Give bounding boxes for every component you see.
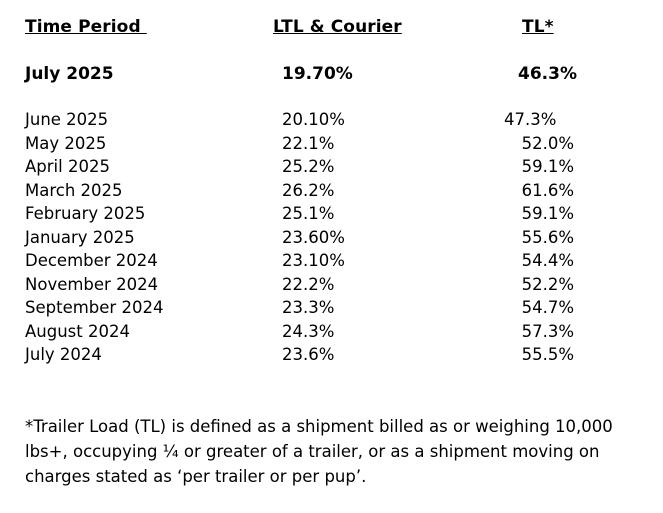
table-row: November 2024 22.2% 52.2% — [0, 275, 663, 299]
row-ltl: 22.1% — [282, 133, 335, 153]
row-tl: 54.4% — [521, 251, 574, 270]
table-row: December 2024 23.10% 54.4% — [0, 251, 663, 275]
row-period: December 2024 — [25, 251, 158, 270]
table-row: July 2024 23.6% 55.5% — [0, 345, 663, 369]
table-row: February 2025 25.1% 59.1% — [0, 204, 663, 228]
history-rows: June 2025 20.10% 47.3% May 2025 22.1% 52… — [0, 110, 663, 369]
table-row: March 2025 26.2% 61.6% — [0, 181, 663, 205]
table-row: January 2025 23.60% 55.6% — [0, 228, 663, 252]
row-tl: 59.1% — [521, 157, 574, 176]
table-row: August 2024 24.3% 57.3% — [0, 322, 663, 346]
current-tl: 46.3% — [518, 64, 577, 84]
row-tl: 59.1% — [521, 204, 574, 223]
row-period: January 2025 — [25, 227, 135, 247]
row-period: February 2025 — [25, 204, 146, 223]
row-ltl: 23.3% — [282, 298, 335, 317]
row-ltl: 20.10% — [282, 110, 345, 129]
row-tl: 57.3% — [521, 321, 574, 341]
table-row: April 2025 25.2% 59.1% — [0, 157, 663, 181]
row-tl: 52.0% — [521, 133, 574, 153]
row-ltl: 25.2% — [282, 157, 335, 176]
current-ltl: 19.70% — [282, 64, 353, 84]
row-ltl: 23.6% — [282, 345, 335, 364]
row-tl: 54.7% — [521, 298, 574, 317]
row-tl: 55.5% — [521, 345, 574, 364]
row-period: April 2025 — [25, 157, 110, 176]
row-ltl: 23.10% — [282, 251, 345, 270]
row-ltl: 23.60% — [282, 227, 345, 247]
row-period: May 2025 — [25, 133, 107, 153]
row-tl: 55.6% — [521, 227, 574, 247]
table-header-period: Time Period — [25, 17, 147, 37]
table-row: June 2025 20.10% 47.3% — [0, 110, 663, 134]
row-ltl: 25.1% — [282, 204, 335, 223]
row-period: November 2024 — [25, 274, 159, 294]
table-header-ltl: LTL & Courier — [273, 17, 402, 37]
table-row: September 2024 23.3% 54.7% — [0, 298, 663, 322]
table-row: May 2025 22.1% 52.0% — [0, 134, 663, 158]
footnote: *Trailer Load (TL) is defined as a shipm… — [25, 417, 613, 486]
row-period: September 2024 — [25, 298, 164, 317]
row-period: July 2024 — [25, 345, 102, 364]
table-header-tl: TL* — [522, 17, 554, 37]
row-tl: 52.2% — [521, 274, 574, 294]
row-ltl: 24.3% — [282, 321, 335, 341]
row-ltl: 22.2% — [282, 274, 335, 294]
row-ltl: 26.2% — [282, 180, 335, 200]
row-period: August 2024 — [25, 321, 130, 341]
row-period: June 2025 — [25, 110, 109, 129]
row-tl: 61.6% — [521, 180, 574, 200]
row-tl: 47.3% — [504, 110, 557, 129]
current-period: July 2025 — [25, 64, 114, 84]
row-period: March 2025 — [25, 180, 123, 200]
